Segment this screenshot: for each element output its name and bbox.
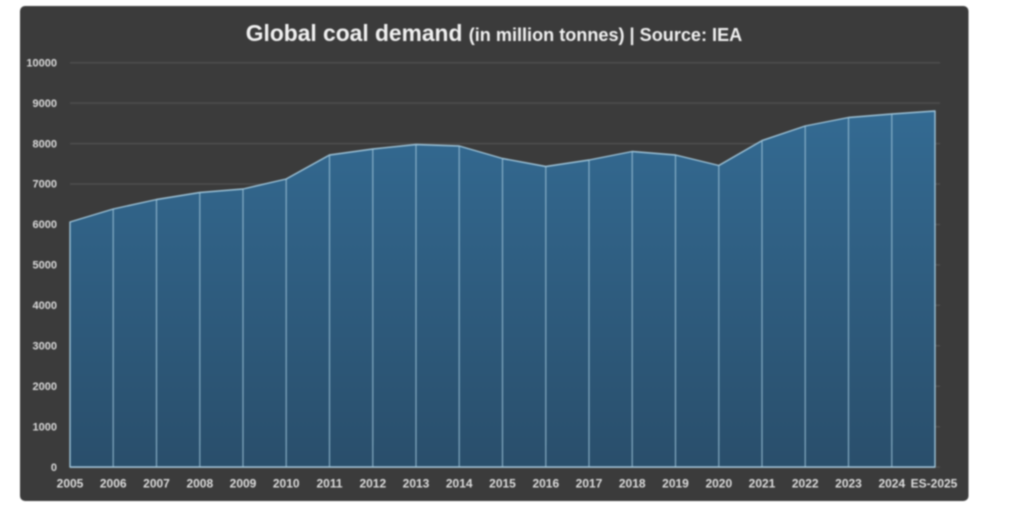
svg-text:4000: 4000 [33, 300, 57, 312]
svg-text:5000: 5000 [33, 260, 57, 272]
svg-text:2017: 2017 [576, 477, 603, 491]
svg-text:2020: 2020 [705, 477, 732, 491]
svg-text:2009: 2009 [230, 477, 257, 491]
svg-text:Global coal demand (in million: Global coal demand (in million tonnes) |… [246, 20, 742, 46]
svg-text:2015: 2015 [489, 477, 516, 491]
svg-text:2000: 2000 [33, 381, 57, 393]
svg-text:ES-2025: ES-2025 [911, 477, 958, 491]
svg-text:2019: 2019 [662, 477, 689, 491]
svg-text:2016: 2016 [532, 477, 559, 491]
svg-text:2022: 2022 [792, 477, 819, 491]
svg-text:2024: 2024 [878, 477, 905, 491]
svg-text:2007: 2007 [143, 477, 170, 491]
svg-text:2006: 2006 [100, 477, 127, 491]
svg-text:2005: 2005 [57, 477, 84, 491]
svg-text:2018: 2018 [619, 477, 646, 491]
svg-text:2011: 2011 [316, 477, 342, 491]
svg-text:2008: 2008 [186, 477, 213, 491]
svg-text:2014: 2014 [446, 477, 473, 491]
svg-text:2021: 2021 [749, 477, 776, 491]
svg-text:2010: 2010 [273, 477, 300, 491]
svg-text:8000: 8000 [33, 138, 57, 150]
svg-text:6000: 6000 [33, 219, 57, 231]
svg-text:10000: 10000 [26, 57, 57, 69]
svg-text:3000: 3000 [33, 341, 57, 353]
svg-text:2013: 2013 [403, 477, 430, 491]
svg-text:0: 0 [51, 462, 57, 474]
svg-text:1000: 1000 [33, 421, 57, 433]
svg-text:2023: 2023 [835, 477, 862, 491]
svg-text:2012: 2012 [359, 477, 386, 491]
svg-text:7000: 7000 [33, 179, 57, 191]
svg-text:9000: 9000 [33, 98, 57, 110]
